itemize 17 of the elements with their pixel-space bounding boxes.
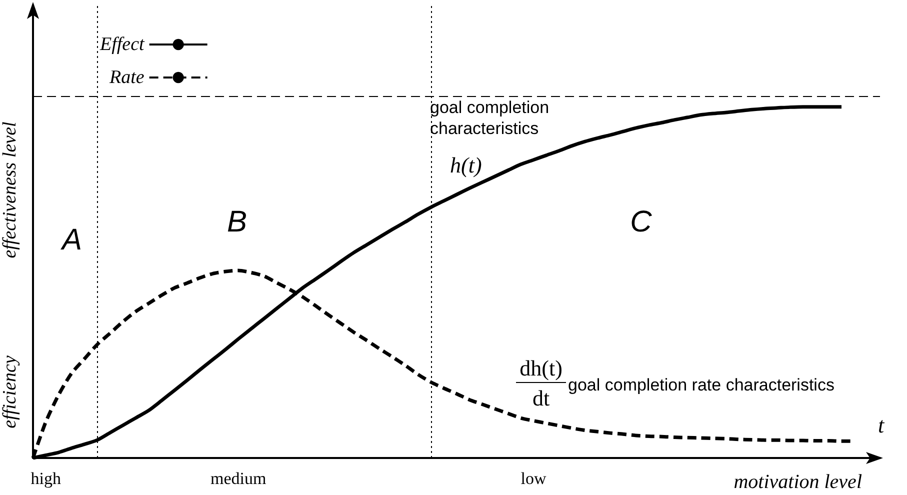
annotation: dh(t)	[520, 356, 562, 380]
x-tick-label: high	[30, 469, 62, 488]
annotation: h(t)	[450, 152, 482, 178]
y-axis-title: effectiveness level	[0, 122, 20, 258]
annotation: C	[630, 206, 652, 238]
x-tick-label: low	[520, 469, 547, 488]
text: efficiency	[0, 355, 20, 428]
x-axis-title: motivation level	[734, 471, 862, 493]
annotation: t	[878, 412, 885, 438]
legend-label: Rate	[108, 67, 144, 88]
annotation: A	[60, 224, 82, 256]
annotation: goal completion characteristics	[430, 98, 550, 138]
x-tick-label: medium	[210, 469, 266, 488]
annotation: B	[226, 206, 248, 238]
annotation: goal completion rate characteristics	[568, 376, 834, 394]
annotation: dt	[532, 386, 550, 410]
legend-label: Effect	[98, 34, 146, 55]
